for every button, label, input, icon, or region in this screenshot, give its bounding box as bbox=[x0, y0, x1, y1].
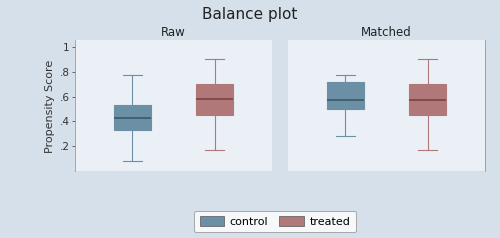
PathPatch shape bbox=[409, 84, 446, 115]
Legend: control, treated: control, treated bbox=[194, 211, 356, 233]
Y-axis label: Propensity Score: Propensity Score bbox=[46, 59, 56, 153]
PathPatch shape bbox=[327, 82, 364, 109]
PathPatch shape bbox=[114, 105, 151, 130]
Title: Raw: Raw bbox=[161, 26, 186, 39]
Text: Balance plot: Balance plot bbox=[202, 7, 298, 22]
Title: Matched: Matched bbox=[361, 26, 412, 39]
PathPatch shape bbox=[196, 84, 233, 115]
